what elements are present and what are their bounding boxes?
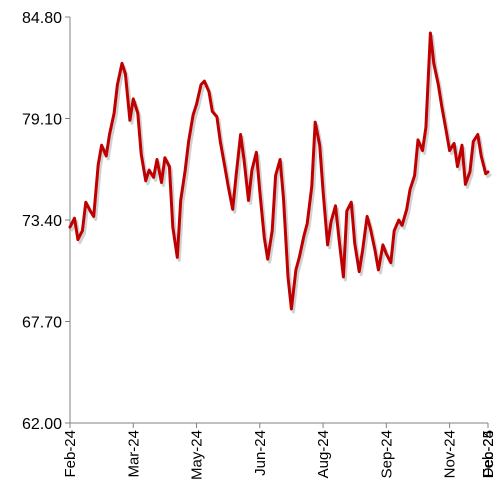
series-line-0 bbox=[68, 31, 490, 311]
plot-area: 62.00 67.70 73.40 79.10 84.80 Feb-24 Mar-24 Ma… bbox=[22, 10, 497, 480]
x-tick-label: Jun-24 bbox=[252, 430, 269, 476]
x-tick-label: Sep-24 bbox=[378, 430, 395, 478]
x-tick-label: May-24 bbox=[189, 430, 206, 480]
x-tick-label: Mar-24 bbox=[125, 430, 142, 478]
y-tick-label: 84.80 bbox=[22, 10, 62, 27]
x-tick-label: Nov-24 bbox=[442, 430, 459, 478]
x-tick-label: Dec-24 bbox=[480, 430, 497, 478]
x-tick-label: Feb-24 bbox=[62, 430, 79, 478]
series-group bbox=[68, 31, 492, 314]
x-tick-label: Aug-24 bbox=[315, 430, 332, 478]
y-tick-label: 67.70 bbox=[22, 315, 62, 332]
y-tick-label: 73.40 bbox=[22, 213, 62, 230]
y-axis-ticks: 62.00 67.70 73.40 79.10 84.80 bbox=[22, 10, 70, 433]
y-tick-label: 62.00 bbox=[22, 416, 62, 433]
y-tick-label: 79.10 bbox=[22, 112, 62, 129]
x-tick-label: Feb-25 bbox=[480, 430, 497, 478]
x-axis-ticks: Feb-24 Mar-24 May-24 Jun-24 Aug-24 Sep-24 Nov-… bbox=[62, 423, 497, 480]
